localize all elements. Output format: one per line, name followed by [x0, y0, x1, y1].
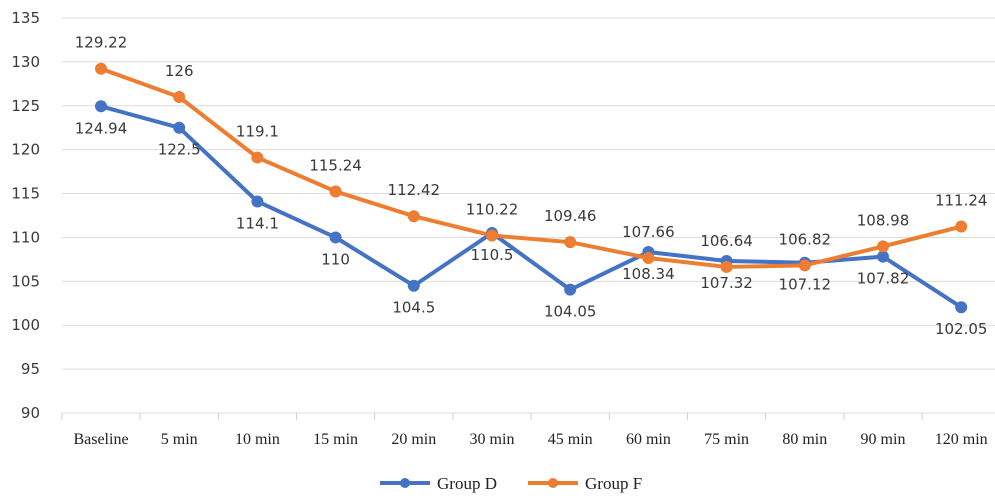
legend-label: Group D: [437, 474, 497, 493]
y-tick-label: 120: [11, 141, 40, 159]
data-label: 106.64: [700, 232, 753, 250]
x-tick-label: 15 min: [313, 431, 358, 448]
data-point: [564, 236, 577, 249]
y-tick-label: 95: [21, 360, 40, 378]
series-line-group-f: [99, 66, 964, 269]
legend-label: Group F: [585, 474, 642, 493]
data-point: [720, 260, 733, 273]
data-point: [173, 91, 186, 103]
data-label: 129.22: [75, 34, 128, 52]
data-point: [798, 259, 811, 272]
data-point: [329, 231, 342, 244]
x-tick-label: 30 min: [470, 431, 515, 448]
x-tick-label: 45 min: [548, 431, 593, 448]
data-point: [95, 62, 107, 75]
data-label: 108.34: [622, 265, 675, 283]
data-point: [407, 210, 420, 223]
data-point: [877, 250, 889, 263]
data-label: 115.24: [309, 156, 362, 174]
series-lines: [95, 62, 968, 314]
legend: Group D Group F: [380, 474, 642, 493]
data-label: 122.5: [158, 141, 201, 159]
data-point: [251, 151, 264, 164]
data-point: [955, 301, 968, 314]
data-point: [486, 229, 498, 242]
x-tick-label: 120 min: [935, 431, 988, 448]
x-tick-label: 90 min: [861, 431, 906, 448]
data-label: 107.32: [700, 274, 753, 292]
data-label: 126: [165, 62, 194, 80]
data-label: 104.05: [544, 303, 597, 321]
data-point: [642, 251, 655, 264]
x-tick-label: 80 min: [782, 431, 827, 448]
x-tick-label: 20 min: [391, 431, 436, 448]
y-tick-label: 115: [11, 185, 40, 203]
data-label: 114.1: [236, 214, 279, 232]
data-label: 107.66: [622, 223, 675, 241]
y-tick-label: 130: [11, 53, 40, 71]
data-label: 110.5: [471, 246, 514, 264]
data-point: [564, 283, 577, 296]
x-tick-label: 75 min: [704, 431, 749, 448]
x-tick-label: Baseline: [73, 431, 128, 448]
y-tick-label: 105: [11, 272, 40, 290]
data-point: [407, 279, 420, 292]
y-tick-label: 135: [11, 9, 40, 27]
y-tick-label: 110: [11, 228, 40, 246]
legend-swatch-marker: [400, 478, 410, 488]
data-label: 102.05: [935, 320, 988, 338]
y-axis-ticks: 90 95 100 105 110 115 120 125 130 135: [11, 9, 40, 422]
y-tick-label: 125: [11, 97, 40, 115]
data-point: [173, 121, 186, 134]
data-label: 106.82: [779, 230, 832, 248]
data-label: 112.42: [388, 181, 441, 199]
data-label: 119.1: [236, 123, 279, 141]
x-tick-label: 60 min: [626, 431, 671, 448]
data-label: 107.82: [857, 270, 910, 288]
grid-lines: [62, 17, 995, 414]
data-label: 110: [321, 250, 350, 268]
data-label: 110.22: [466, 201, 519, 219]
data-labels: 124.94 122.5 114.1 110 104.5 110.5 104.05 108.3…: [75, 34, 988, 338]
data-point: [955, 220, 968, 233]
data-label: 108.98: [857, 211, 910, 229]
y-tick-label: 90: [21, 404, 40, 422]
data-label: 124.94: [75, 119, 128, 137]
x-tick-label: 10 min: [235, 431, 280, 448]
data-point: [877, 240, 889, 253]
data-label: 107.12: [779, 276, 832, 294]
data-label: 111.24: [935, 192, 988, 210]
data-label: 109.46: [544, 207, 597, 225]
x-tick-label: 5 min: [161, 431, 198, 448]
y-tick-label: 100: [11, 316, 40, 334]
data-point: [95, 100, 107, 113]
data-point: [329, 185, 342, 198]
data-label: 104.5: [392, 299, 435, 317]
data-point: [251, 195, 264, 208]
x-axis-ticks: Baseline 5 min 10 min 15 min 20 min 30 min 45 …: [61, 413, 988, 448]
legend-swatch-marker: [548, 478, 558, 488]
